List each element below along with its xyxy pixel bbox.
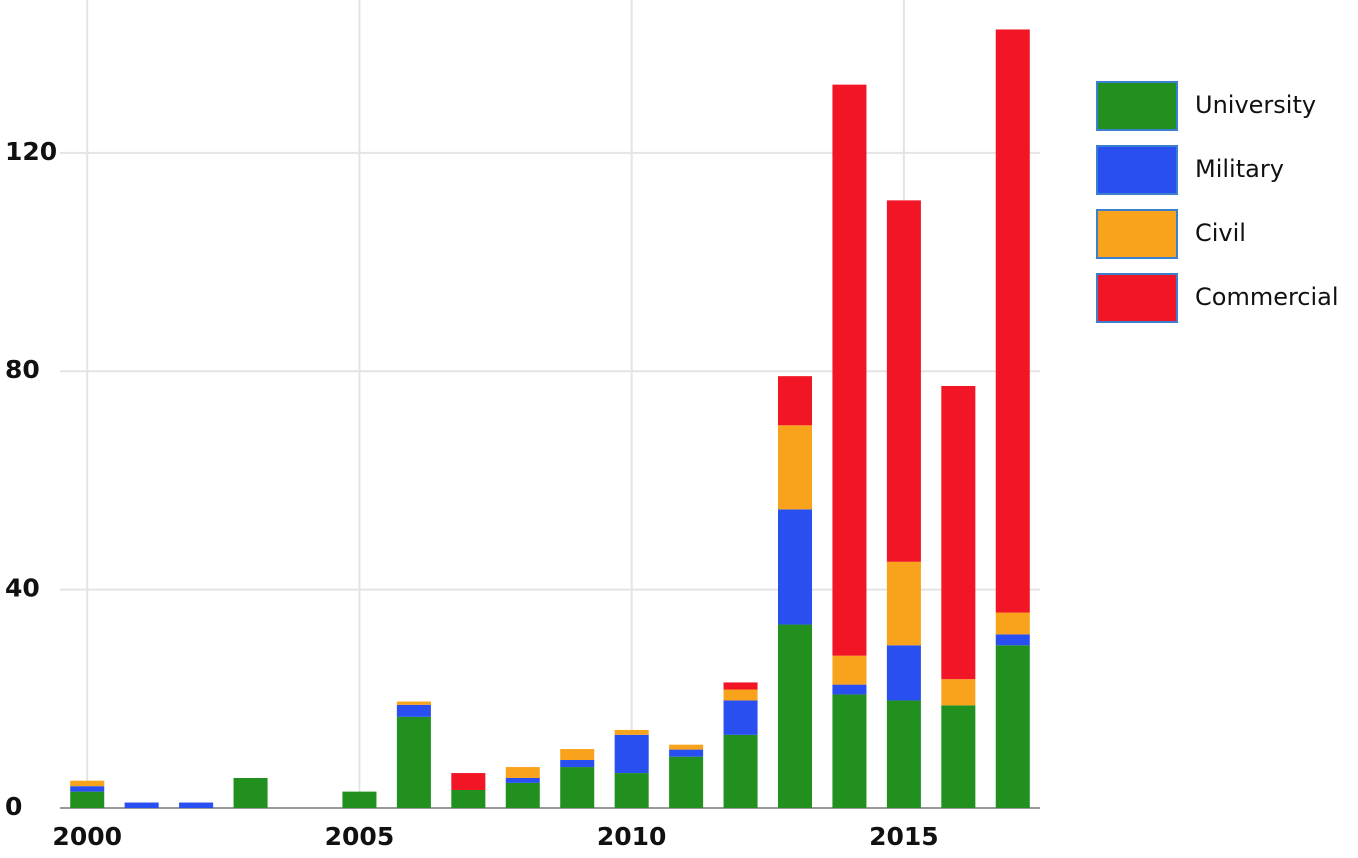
x-tick-label: 2010: [597, 822, 667, 851]
bar-segment: [669, 749, 704, 757]
bar-segment: [70, 791, 105, 808]
bar-segment: [941, 705, 976, 808]
legend-label: University: [1195, 91, 1316, 119]
bar-segment: [995, 634, 1030, 646]
x-tick-label: 2005: [325, 822, 395, 851]
bar-segment: [777, 509, 813, 625]
legend-swatch: [1096, 145, 1178, 195]
bar-segment: [396, 716, 431, 808]
bar-segment: [342, 791, 377, 808]
bar-segment: [995, 645, 1030, 808]
bar-segment: [886, 645, 921, 701]
bar-segment: [723, 689, 758, 701]
bar-segment: [124, 802, 159, 808]
y-tick-label: 80: [5, 355, 40, 384]
bar-segment: [941, 385, 976, 680]
bar-segment: [886, 200, 921, 562]
bar-segment: [233, 777, 268, 808]
legend-label: Commercial: [1195, 283, 1339, 311]
bar-segment: [669, 744, 704, 750]
bar-segment: [832, 684, 867, 695]
bar-segment: [560, 767, 595, 808]
bar-segment: [777, 376, 813, 426]
bar-segment: [451, 789, 486, 808]
bar-segment: [941, 679, 976, 706]
bar-segment: [560, 749, 595, 760]
bar-segment: [614, 729, 649, 735]
y-tick-label: 40: [5, 574, 40, 603]
bar-segment: [886, 561, 921, 646]
legend-label: Military: [1195, 155, 1284, 183]
bar-segment: [70, 780, 105, 787]
bar-segment: [995, 29, 1030, 613]
bar-segment: [451, 773, 486, 790]
bar-segment: [723, 682, 758, 690]
bar-segment: [886, 700, 921, 808]
x-tick-label: 2000: [52, 822, 122, 851]
bar-segment: [505, 782, 540, 808]
bar-segment: [669, 756, 704, 808]
bar-segment: [832, 655, 867, 685]
legend-swatch: [1096, 81, 1178, 131]
bar-segment: [723, 734, 758, 808]
bar-segment: [777, 624, 813, 808]
legend-swatch: [1096, 273, 1178, 323]
bar-segment: [396, 701, 431, 705]
legend-label: Civil: [1195, 219, 1246, 247]
x-tick-label: 2015: [869, 822, 939, 851]
bar-segment: [505, 767, 540, 778]
bar-segment: [832, 694, 867, 808]
bar-segment: [505, 777, 540, 783]
bar-segment: [995, 612, 1030, 635]
bar-segment: [179, 802, 214, 808]
y-tick-label: 120: [5, 137, 57, 166]
legend-swatch: [1096, 209, 1178, 259]
bar-segment: [777, 425, 813, 510]
y-tick-label: 0: [5, 792, 22, 821]
bar-segment: [560, 759, 595, 768]
bar-segment: [70, 786, 105, 792]
bar-segment: [723, 700, 758, 735]
bar-segment: [614, 773, 649, 808]
bar-segment: [832, 84, 867, 656]
bar-segment: [614, 734, 649, 774]
bar-segment: [396, 704, 431, 717]
